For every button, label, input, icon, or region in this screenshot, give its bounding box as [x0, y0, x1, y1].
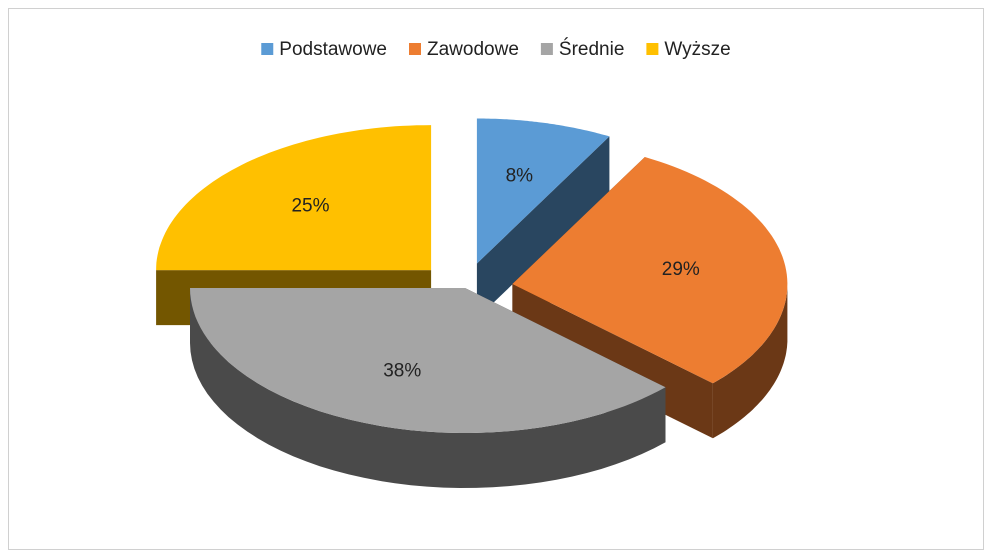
slice — [512, 157, 788, 384]
legend-swatch — [540, 43, 553, 55]
legend-label: Średnie — [559, 38, 625, 60]
legend-label: Wyższe — [664, 39, 730, 60]
slice-wall — [190, 288, 666, 488]
legend-swatch — [261, 43, 274, 55]
slice — [190, 288, 666, 433]
legend-label: Zawodowe — [427, 39, 519, 60]
legend-swatch — [409, 43, 421, 55]
pie: 8% 29% 38% 25% — [156, 118, 788, 488]
slice — [476, 118, 610, 264]
data-label: 29% — [662, 259, 700, 280]
data-label: 25% — [291, 196, 329, 217]
legend-swatch — [646, 43, 659, 55]
slice-side — [476, 136, 610, 319]
slice-wall — [712, 284, 788, 439]
data-label: 38% — [383, 361, 421, 382]
slice — [156, 125, 432, 271]
data-label: 8% — [506, 165, 534, 186]
legend: Podstawowe Zawodowe Średnie Wyższe — [261, 38, 731, 60]
legend-label: Podstawowe — [279, 39, 387, 60]
